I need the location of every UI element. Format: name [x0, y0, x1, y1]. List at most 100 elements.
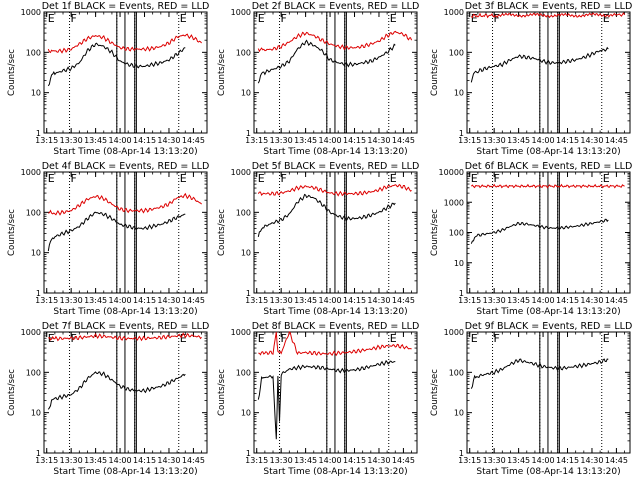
plot-title: Det 9f BLACK = Events, RED = LLD: [465, 321, 633, 332]
x-tick-label: 14:45: [392, 296, 415, 305]
y-tick-label: 1000: [231, 168, 251, 177]
series-line-lld: [48, 192, 202, 216]
x-tick-label: 14:15: [133, 296, 156, 305]
x-tick-label: 14:45: [392, 456, 415, 465]
y-tick-label: 1000: [21, 8, 41, 17]
y-tick-label: 1: [36, 129, 41, 138]
x-tick-label: 13:45: [507, 136, 530, 145]
plot-panel-det-8: Det 8f BLACK = Events, RED = LLD Counts/s…: [217, 321, 419, 477]
y-tick-label: 10: [31, 249, 41, 258]
plot-frame: [466, 331, 631, 454]
series-line-events: [470, 358, 609, 389]
x-tick-label: 13:15: [458, 456, 481, 465]
x-tick-label: 14:15: [133, 136, 156, 145]
flag-label: E: [603, 172, 610, 185]
x-tick-label: 14:00: [109, 296, 132, 305]
x-axis-label: Start Time (08-Apr-14 13:13:20): [476, 307, 620, 317]
x-tick-label: 14:30: [367, 456, 390, 465]
y-tick-label: 100: [236, 48, 251, 57]
x-tick-label: 14:45: [605, 456, 628, 465]
x-tick-label: 14:15: [343, 296, 366, 305]
y-axis-label: Counts/sec: [7, 369, 17, 416]
plot-panel-det-5: Det 5f BLACK = Events, RED = LLD Counts/s…: [217, 161, 419, 317]
y-tick-label: 100: [449, 229, 464, 238]
x-axis-label: Start Time (08-Apr-14 13:13:20): [263, 467, 407, 477]
flag-label: F: [281, 172, 287, 185]
x-tick-label: 14:30: [580, 136, 603, 145]
x-axis-label: Start Time (08-Apr-14 13:13:20): [476, 467, 620, 477]
flag-label: E: [258, 332, 265, 345]
x-tick-label: 14:30: [367, 136, 390, 145]
series-line-events: [257, 39, 396, 84]
x-tick-label: 13:45: [294, 456, 317, 465]
y-tick-label: 1000: [231, 328, 251, 337]
y-tick-label: 10: [454, 259, 464, 268]
x-tick-label: 13:30: [483, 456, 506, 465]
y-tick-label: 10000: [439, 168, 464, 177]
series-line-events: [470, 218, 609, 244]
x-tick-label: 13:45: [84, 296, 107, 305]
y-tick-label: 100: [26, 48, 41, 57]
x-axis-label: Start Time (08-Apr-14 13:13:20): [263, 307, 407, 317]
x-tick-label: 13:30: [60, 136, 83, 145]
x-tick-label: 14:30: [580, 296, 603, 305]
x-tick-label: 14:45: [182, 136, 205, 145]
x-tick-label: 13:30: [483, 136, 506, 145]
x-tick-label: 14:30: [157, 296, 180, 305]
plot-frame: [253, 171, 418, 294]
flag-label: E: [603, 12, 610, 25]
plot-frame: [466, 171, 631, 294]
series-line-lld: [257, 183, 412, 197]
series-line-events: [257, 359, 396, 440]
x-tick-label: 14:15: [556, 296, 579, 305]
plot-title: Det 2f BLACK = Events, RED = LLD: [252, 1, 420, 12]
plot-frame: [43, 331, 208, 454]
x-tick-label: 14:00: [319, 456, 342, 465]
flag-label: E: [603, 332, 610, 345]
flag-label: E: [180, 172, 187, 185]
y-tick-label: 1: [246, 449, 251, 458]
x-tick-label: 13:15: [35, 456, 58, 465]
plot-frame: [43, 11, 208, 134]
flag-label: E: [48, 12, 55, 25]
x-tick-label: 14:30: [367, 296, 390, 305]
y-tick-label: 1000: [231, 8, 251, 17]
x-tick-label: 14:45: [605, 296, 628, 305]
x-tick-label: 14:15: [343, 456, 366, 465]
x-tick-label: 14:00: [319, 136, 342, 145]
x-tick-label: 14:15: [556, 136, 579, 145]
x-tick-label: 13:30: [483, 296, 506, 305]
flag-label: E: [471, 172, 478, 185]
plot-panel-det-3: Det 3f BLACK = Events, RED = LLD Counts/s…: [430, 1, 632, 157]
x-tick-label: 14:00: [532, 136, 555, 145]
flag-label: E: [471, 12, 478, 25]
y-axis-label: Counts/sec: [430, 369, 440, 416]
x-tick-label: 13:45: [294, 296, 317, 305]
plot-title: Det 1f BLACK = Events, RED = LLD: [42, 1, 210, 12]
y-tick-label: 1000: [444, 198, 464, 207]
flag-label: F: [494, 172, 500, 185]
y-tick-label: 10: [454, 89, 464, 98]
flag-label: F: [494, 12, 500, 25]
x-tick-label: 14:45: [392, 136, 415, 145]
y-tick-label: 1: [246, 129, 251, 138]
x-tick-label: 14:00: [532, 456, 555, 465]
y-axis-label: Counts/sec: [7, 209, 17, 256]
x-tick-label: 14:45: [182, 456, 205, 465]
flag-label: F: [494, 332, 500, 345]
y-tick-label: 100: [236, 368, 251, 377]
flag-label: E: [180, 12, 187, 25]
y-tick-label: 10: [241, 409, 251, 418]
x-tick-label: 13:30: [60, 296, 83, 305]
x-tick-label: 14:00: [109, 136, 132, 145]
y-tick-label: 1000: [21, 168, 41, 177]
series-line-events: [47, 42, 186, 87]
y-tick-label: 1000: [444, 328, 464, 337]
plot-panel-det-6: Det 6f BLACK = Events, RED = LLD Counts/s…: [430, 161, 632, 317]
plot-frame: [253, 331, 418, 454]
series-line-lld: [470, 12, 626, 19]
flag-label: F: [281, 332, 287, 345]
plot-frame: [253, 11, 418, 134]
y-tick-label: 1: [459, 129, 464, 138]
